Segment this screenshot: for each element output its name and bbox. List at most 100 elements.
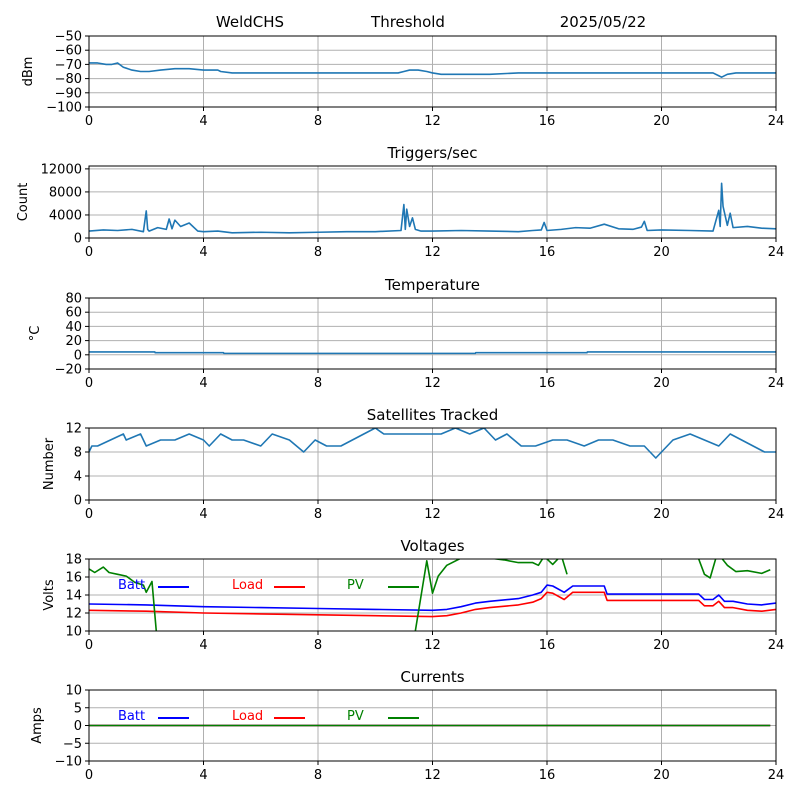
x-tick-label: 0 bbox=[85, 507, 93, 522]
y-tick-label: 40 bbox=[65, 320, 82, 335]
x-tick-label: 24 bbox=[768, 507, 785, 522]
series-line bbox=[89, 182, 776, 234]
y-tick-label: 12 bbox=[65, 607, 82, 622]
y-tick-label: 0 bbox=[74, 719, 82, 734]
x-tick-label: 0 bbox=[85, 768, 93, 783]
series-group bbox=[89, 428, 776, 459]
series-group bbox=[89, 559, 776, 631]
chart-title: Triggers/sec bbox=[387, 144, 478, 162]
x-tick-label: 4 bbox=[199, 114, 207, 129]
x-tick-label: 20 bbox=[653, 507, 670, 522]
x-tick-label: 16 bbox=[539, 114, 556, 129]
x-tick-label: 24 bbox=[768, 376, 785, 391]
x-tick-label: 12 bbox=[424, 245, 441, 260]
y-tick-label: −50 bbox=[55, 30, 82, 45]
x-tick-label: 24 bbox=[768, 638, 785, 653]
chart-currents: 0 4 8 12 16 20 24 −10 −5 0 5 10 Amps Currents Batt Load… bbox=[30, 668, 784, 783]
y-tick-label: −100 bbox=[46, 101, 82, 116]
header-date: 2025/05/22 bbox=[560, 13, 646, 31]
series-line bbox=[89, 351, 776, 355]
x-tick-label: 16 bbox=[539, 768, 556, 783]
chart-triggers: 0 4 8 12 16 20 24 0 4000 8000 12000 Count Triggers/s… bbox=[16, 144, 784, 260]
x-tick-label: 20 bbox=[653, 114, 670, 129]
series-line-pv bbox=[414, 559, 568, 631]
y-tick-label: −90 bbox=[55, 86, 82, 101]
x-tick-label: 4 bbox=[199, 638, 207, 653]
y-tick-label: 14 bbox=[65, 589, 82, 604]
y-axis-label: Number bbox=[42, 437, 57, 490]
x-tick-label: 20 bbox=[653, 245, 670, 260]
x-tick-label: 16 bbox=[539, 507, 556, 522]
series-line-pv bbox=[89, 566, 158, 631]
y-tick-label: 20 bbox=[65, 334, 82, 349]
x-tick-label: 20 bbox=[653, 376, 670, 391]
series-line bbox=[89, 428, 776, 459]
series-line-load bbox=[89, 591, 776, 618]
y-tick-label: 12000 bbox=[41, 162, 82, 177]
legend-label-load: Load bbox=[232, 709, 263, 724]
y-tick-label: 4 bbox=[74, 470, 82, 485]
series-line-batt bbox=[89, 584, 776, 612]
y-tick-label: 80 bbox=[65, 292, 82, 307]
y-tick-label: 16 bbox=[65, 571, 82, 586]
chart-satellites: 0 4 8 12 16 20 24 0 4 8 12 Number Satellites Tracked bbox=[42, 406, 784, 522]
y-axis-label: Count bbox=[16, 183, 31, 222]
x-tick-label: 4 bbox=[199, 245, 207, 260]
y-tick-label: 8 bbox=[74, 446, 82, 461]
legend-label-batt: Batt bbox=[118, 578, 145, 593]
legend-label-pv: PV bbox=[347, 709, 364, 724]
header-station: WeldCHS bbox=[216, 13, 284, 31]
series-line bbox=[89, 62, 776, 78]
plot-frame bbox=[88, 165, 777, 239]
x-tick-label: 0 bbox=[85, 245, 93, 260]
x-tick-label: 16 bbox=[539, 376, 556, 391]
x-tick-label: 12 bbox=[424, 638, 441, 653]
series-group bbox=[89, 351, 776, 355]
y-tick-label: 5 bbox=[74, 701, 82, 716]
y-tick-label: −20 bbox=[55, 363, 82, 378]
y-axis-label: Amps bbox=[30, 707, 45, 744]
chart-title: Satellites Tracked bbox=[367, 406, 498, 424]
y-tick-label: 10 bbox=[65, 684, 82, 699]
y-tick-label: −80 bbox=[55, 72, 82, 87]
x-tick-label: 8 bbox=[314, 638, 322, 653]
legend-label-batt: Batt bbox=[118, 709, 145, 724]
x-tick-label: 8 bbox=[314, 376, 322, 391]
y-tick-label: −5 bbox=[63, 737, 82, 752]
x-tick-label: 12 bbox=[424, 768, 441, 783]
x-tick-label: 24 bbox=[768, 245, 785, 260]
plot-frame bbox=[88, 297, 777, 370]
x-tick-label: 24 bbox=[768, 768, 785, 783]
x-tick-label: 20 bbox=[653, 768, 670, 783]
y-tick-label: −70 bbox=[55, 58, 82, 73]
x-tick-label: 20 bbox=[653, 638, 670, 653]
y-axis-label: Volts bbox=[42, 579, 57, 611]
series-line-pv bbox=[697, 559, 771, 579]
plot-frame bbox=[88, 427, 777, 501]
y-tick-label: 0 bbox=[74, 348, 82, 363]
y-tick-label: 12 bbox=[65, 422, 82, 437]
plot-frame bbox=[88, 35, 777, 108]
x-tick-label: 16 bbox=[539, 245, 556, 260]
x-tick-label: 4 bbox=[199, 376, 207, 391]
x-tick-label: 8 bbox=[314, 245, 322, 260]
x-tick-label: 8 bbox=[314, 768, 322, 783]
chart-title: Currents bbox=[400, 668, 464, 686]
y-tick-label: 0 bbox=[74, 232, 82, 247]
y-tick-label: 10 bbox=[65, 625, 82, 640]
y-tick-label: −60 bbox=[55, 44, 82, 59]
x-tick-label: 8 bbox=[314, 114, 322, 129]
x-tick-label: 24 bbox=[768, 114, 785, 129]
legend-label-load: Load bbox=[232, 578, 263, 593]
y-tick-label: 18 bbox=[65, 553, 82, 568]
x-tick-label: 12 bbox=[424, 507, 441, 522]
x-tick-label: 4 bbox=[199, 507, 207, 522]
y-tick-label: 4000 bbox=[49, 208, 82, 223]
y-tick-label: 8000 bbox=[49, 185, 82, 200]
legend-label-pv: PV bbox=[347, 578, 364, 593]
y-axis-label: dBm bbox=[21, 57, 36, 87]
series-group bbox=[89, 182, 776, 234]
